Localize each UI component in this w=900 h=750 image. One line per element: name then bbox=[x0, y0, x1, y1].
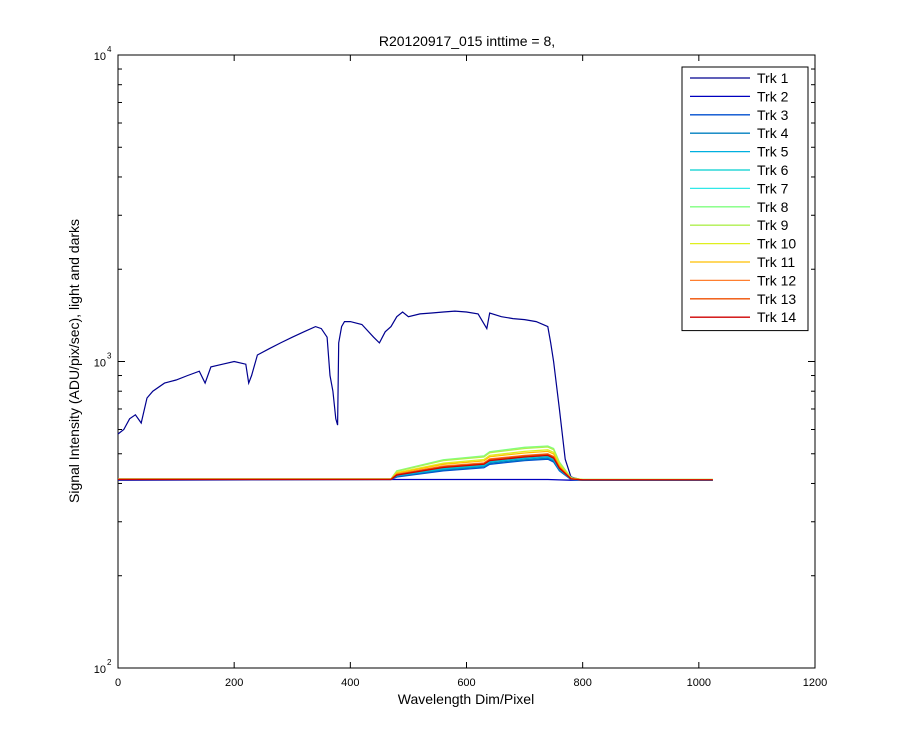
legend-label-trk-11: Trk 11 bbox=[757, 254, 795, 270]
y-tick-label-exponent: 2 bbox=[107, 658, 112, 667]
y-axis-label: Signal Intensity (ADU/pix/sec), light an… bbox=[66, 219, 82, 503]
legend-label-trk-14: Trk 14 bbox=[757, 309, 796, 325]
x-tick-label: 1200 bbox=[803, 677, 827, 689]
x-axis: 0 200 400 600 800 1000 1200 bbox=[115, 55, 827, 689]
series-line-trk-14 bbox=[118, 454, 713, 481]
legend-label-trk-12: Trk 12 bbox=[757, 272, 796, 288]
legend-label-trk-10: Trk 10 bbox=[757, 236, 796, 252]
legend-label-trk-4: Trk 4 bbox=[757, 125, 789, 141]
legend-label-trk-8: Trk 8 bbox=[757, 199, 789, 215]
x-tick-label: 600 bbox=[457, 677, 475, 689]
legend-label-trk-3: Trk 3 bbox=[757, 107, 789, 123]
series-layer bbox=[117, 310, 713, 481]
chart-title: R20120917_015 inttime = 8, bbox=[379, 33, 555, 49]
legend-label-trk-7: Trk 7 bbox=[757, 180, 789, 196]
y-tick-label-exponent: 4 bbox=[107, 45, 112, 54]
legend-label-trk-1: Trk 1 bbox=[757, 70, 789, 86]
legend-box bbox=[681, 66, 809, 332]
legend-label-trk-13: Trk 13 bbox=[757, 291, 796, 307]
y-tick-label-base: 10 bbox=[94, 358, 106, 370]
y-tick-label-base: 10 bbox=[94, 51, 106, 63]
x-tick-label: 1000 bbox=[687, 677, 711, 689]
legend-label-trk-6: Trk 6 bbox=[757, 162, 789, 178]
y-tick-label-exponent: 3 bbox=[107, 352, 112, 361]
x-tick-label: 400 bbox=[341, 677, 359, 689]
legend-label-trk-9: Trk 9 bbox=[757, 217, 789, 233]
x-axis-label: Wavelength Dim/Pixel bbox=[398, 691, 534, 707]
x-tick-label: 0 bbox=[115, 677, 121, 689]
legend-label-trk-2: Trk 2 bbox=[757, 88, 789, 104]
y-tick-label-base: 10 bbox=[94, 664, 106, 676]
series-line-trk-1 bbox=[117, 310, 713, 481]
x-tick-label: 800 bbox=[573, 677, 591, 689]
legend: Trk 1 Trk 2 Trk 3 Trk 4 Trk 5 Trk 6 Trk 7 Trk 8… bbox=[681, 66, 809, 332]
legend-label-trk-5: Trk 5 bbox=[757, 144, 789, 160]
x-tick-label: 200 bbox=[225, 677, 243, 689]
